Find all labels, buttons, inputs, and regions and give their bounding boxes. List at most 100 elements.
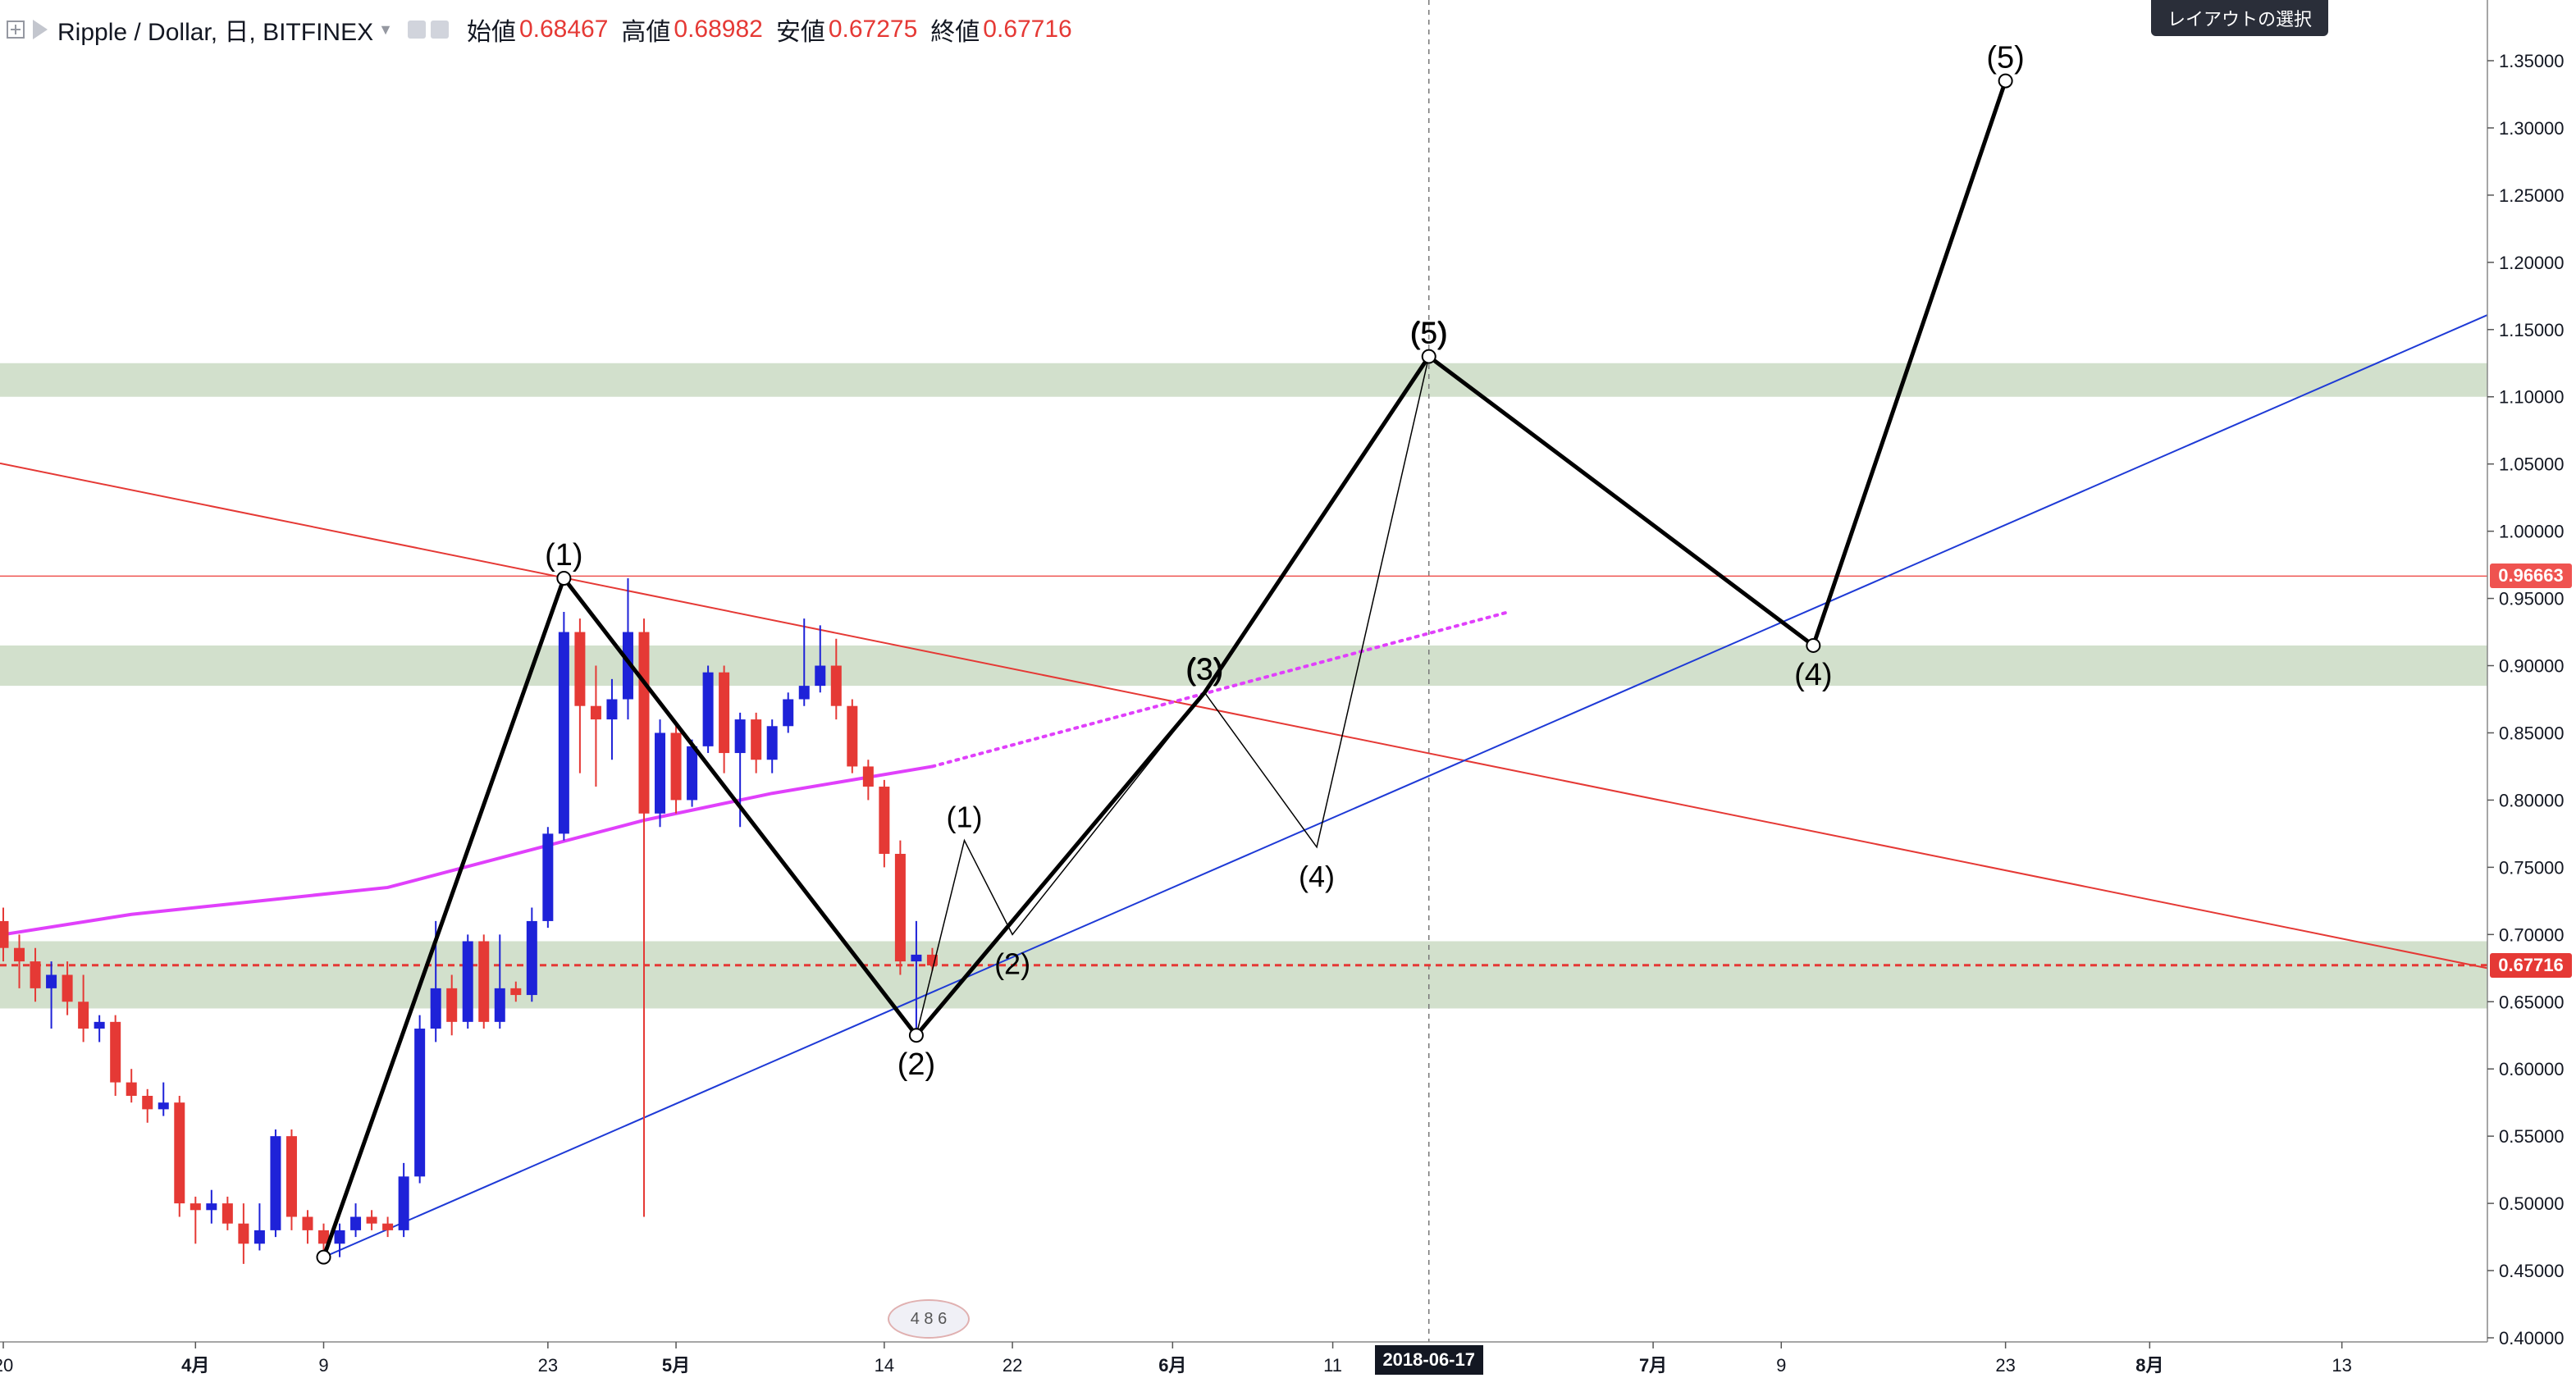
candle-body [78,1002,89,1029]
candle-body [574,632,586,706]
candle-body [253,1230,265,1244]
candle-body [606,699,618,720]
price-tick-label: 0.55000 [2499,1126,2565,1147]
candle-body [414,1029,426,1177]
hline-price-badge: 0.96663 [2490,564,2572,589]
candle-body [174,1102,185,1204]
candle [14,934,25,988]
price-tick-label: 0.90000 [2499,656,2565,677]
candle-body [285,1136,297,1217]
time-tick-label: 14 [875,1355,894,1376]
candle [830,638,842,720]
price-tick-label: 1.15000 [2499,320,2565,340]
price-tick-label: 1.05000 [2499,454,2565,475]
candle-body [494,988,505,1022]
sma-line [2,764,933,937]
flag-icon[interactable] [33,20,48,39]
candle-body [798,686,810,700]
candle [687,739,698,807]
sma-projection [930,609,1511,769]
wave-pivot-handle [908,1028,924,1043]
candle-body [911,954,922,962]
wave-label: (2) [897,1047,935,1082]
candle [815,625,826,693]
time-tick-label: 9 [1776,1355,1786,1376]
candle [574,618,586,773]
candle-body [238,1223,249,1244]
candle-body [751,719,762,760]
candle-body [734,719,746,754]
candle-body [702,672,714,746]
candle [783,692,794,733]
candle [478,934,490,1029]
settings-icon[interactable] [430,21,449,39]
trendline [323,314,2488,1258]
candle-body [462,941,473,1022]
candle [446,974,458,1036]
candle-body [622,632,633,700]
expand-icon[interactable] [7,21,25,39]
candle-body [222,1203,233,1224]
candle-body [815,665,826,687]
candle-body [398,1176,409,1230]
candle [606,678,618,760]
candle [510,981,522,1002]
close-label: 終値 [930,19,980,46]
candle [0,907,9,962]
symbol-title[interactable]: Ripple / Dollar, 日, BITFINEX [57,19,374,46]
candle-body [46,974,57,988]
candle [894,840,906,975]
candle-body [190,1203,201,1211]
candle [655,719,666,828]
candle [462,934,473,1029]
candle [46,961,57,1029]
candle-body [542,833,554,921]
candle [253,1203,265,1251]
candle-body [847,705,858,767]
candle [350,1203,362,1238]
candle-body [655,732,666,814]
candle-body [126,1082,137,1096]
candle [174,1095,185,1217]
candle [334,1223,345,1257]
visibility-icon[interactable] [407,21,426,39]
wave-label: (3) [1185,652,1223,687]
candle-body [862,766,874,787]
price-tick-label: 0.50000 [2499,1193,2565,1214]
candle-body [142,1095,153,1110]
price-tick-label: 1.20000 [2499,253,2565,273]
candle-body [719,672,730,754]
wave-pivot-handle [1421,349,1436,364]
candle-body [894,853,906,962]
chevron-down-icon[interactable]: ▼ [378,21,393,38]
layout-select-button[interactable]: レイアウトの選択 [2151,0,2328,36]
candle [542,827,554,929]
candle [526,907,537,1002]
candle-body [526,920,537,996]
candle [398,1162,409,1238]
candle-body [766,726,778,760]
price-tick-label: 0.65000 [2499,992,2565,1012]
price-tick-label: 0.95000 [2499,589,2565,609]
candle [414,1015,426,1184]
candle [862,760,874,801]
candle [302,1210,313,1244]
candle [126,1069,137,1103]
candle [590,665,601,787]
time-tick-label: 5月 [662,1355,690,1376]
candle-body [30,961,41,988]
candle [30,947,41,1002]
candle-body [110,1021,121,1083]
open-label: 始値 [466,19,516,46]
candle-body [510,988,522,996]
last-price-badge: 0.67716 [2490,952,2572,978]
close-value: 0.67716 [983,16,1072,43]
candle-body [687,746,698,801]
candle-body [558,632,569,834]
candle [190,1196,201,1244]
candle [142,1088,153,1123]
wave-label: (5) [1409,317,1447,351]
time-tick-label: 11 [1323,1355,1342,1376]
